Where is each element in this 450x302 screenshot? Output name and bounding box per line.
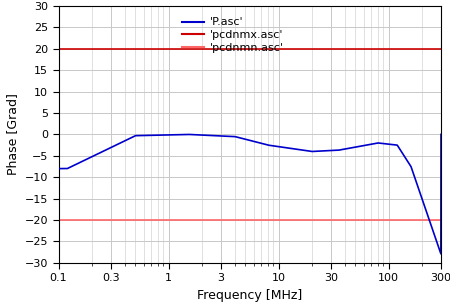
Legend: 'P.asc', 'pcdnmx.asc', 'pcdnmn.asc': 'P.asc', 'pcdnmx.asc', 'pcdnmn.asc' xyxy=(179,14,287,56)
X-axis label: Frequency [MHz]: Frequency [MHz] xyxy=(197,289,302,302)
Y-axis label: Phase [Grad]: Phase [Grad] xyxy=(6,93,19,175)
